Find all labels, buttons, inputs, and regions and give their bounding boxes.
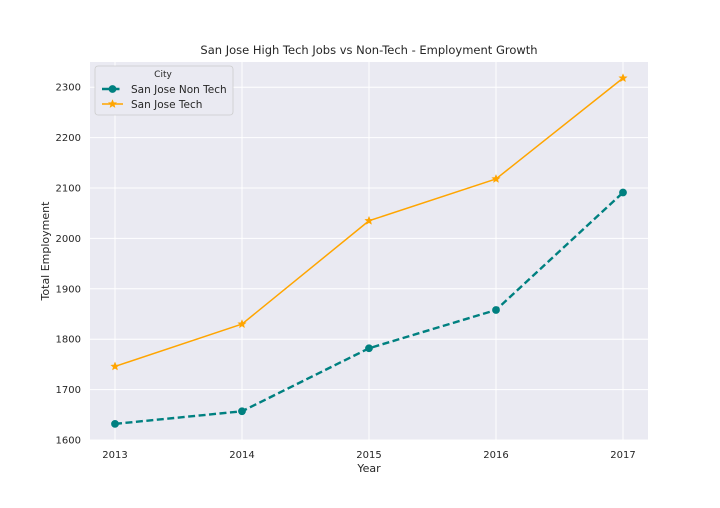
data-point <box>492 306 500 314</box>
legend-marker <box>107 99 118 108</box>
series-layer <box>110 73 628 428</box>
y-tick-label: 2100 <box>56 184 81 195</box>
tick-labels: 1600 1700 1800 1900 2000 2100 2200 2300 2013 2014… <box>56 83 636 461</box>
legend-entry: San Jose Tech <box>102 99 202 111</box>
data-point <box>237 319 247 328</box>
data-point <box>238 407 246 416</box>
data-point <box>111 419 119 428</box>
x-axis-title: Year <box>356 462 381 475</box>
y-tick-label: 2200 <box>56 133 81 144</box>
y-tick-label: 2000 <box>56 234 81 245</box>
data-point <box>364 215 374 225</box>
data-point <box>365 344 373 353</box>
y-tick-label: 2300 <box>56 83 81 94</box>
data-point <box>618 73 628 82</box>
x-tick-label: 2017 <box>610 450 635 461</box>
legend-marker <box>108 85 117 93</box>
data-point <box>110 361 120 371</box>
legend-entry: San Jose Non Tech <box>102 84 227 96</box>
y-tick-label: 1800 <box>56 335 81 346</box>
legend-box <box>94 65 234 116</box>
legend-label: San Jose Tech <box>131 99 202 111</box>
legend-entries: San Jose Non Tech San Jose Tech <box>102 84 227 111</box>
legend-label: San Jose Non Tech <box>131 84 227 96</box>
chart-title: San Jose High Tech Jobs vs Non-Tech - Em… <box>200 43 537 57</box>
x-tick-label: 2016 <box>483 450 508 461</box>
legend: City San Jose Non Tech San Jose Tech <box>94 65 234 116</box>
series-san-jose-tech <box>110 73 628 371</box>
legend-title: City <box>154 70 172 80</box>
y-tick-label: 1700 <box>56 385 81 396</box>
x-tick-label: 2015 <box>356 450 381 461</box>
data-point <box>491 174 501 183</box>
x-tick-label: 2014 <box>229 450 254 461</box>
y-axis-title: Total Employment <box>39 201 52 302</box>
x-tick-label: 2013 <box>102 450 127 461</box>
y-tick-label: 1900 <box>56 284 81 295</box>
data-point <box>619 188 627 197</box>
series-san-jose-non-tech <box>111 188 627 428</box>
y-tick-label: 1600 <box>56 436 81 447</box>
